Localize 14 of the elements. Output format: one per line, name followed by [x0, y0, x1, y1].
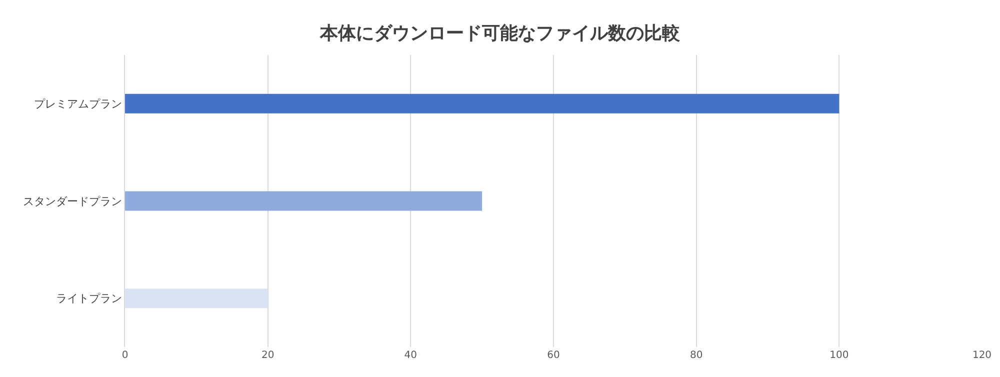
x-tick-label: 100	[830, 350, 849, 361]
x-tick-label: 0	[122, 350, 128, 361]
x-tick-label: 20	[261, 350, 274, 361]
y-tick-label: スタンダードプラン	[22, 194, 122, 208]
bar	[125, 191, 482, 211]
chart-title: 本体にダウンロード可能なファイル数の比較	[319, 22, 681, 44]
x-tick-label: 120	[972, 350, 992, 361]
bar	[125, 288, 268, 308]
y-tick-label: ライトプラン	[56, 292, 122, 306]
x-tick-label: 60	[547, 350, 560, 361]
y-tick-label: プレミアムプラン	[34, 98, 122, 111]
x-tick-label: 40	[404, 350, 418, 361]
x-tick-label: 80	[690, 350, 703, 361]
bar	[125, 94, 840, 114]
